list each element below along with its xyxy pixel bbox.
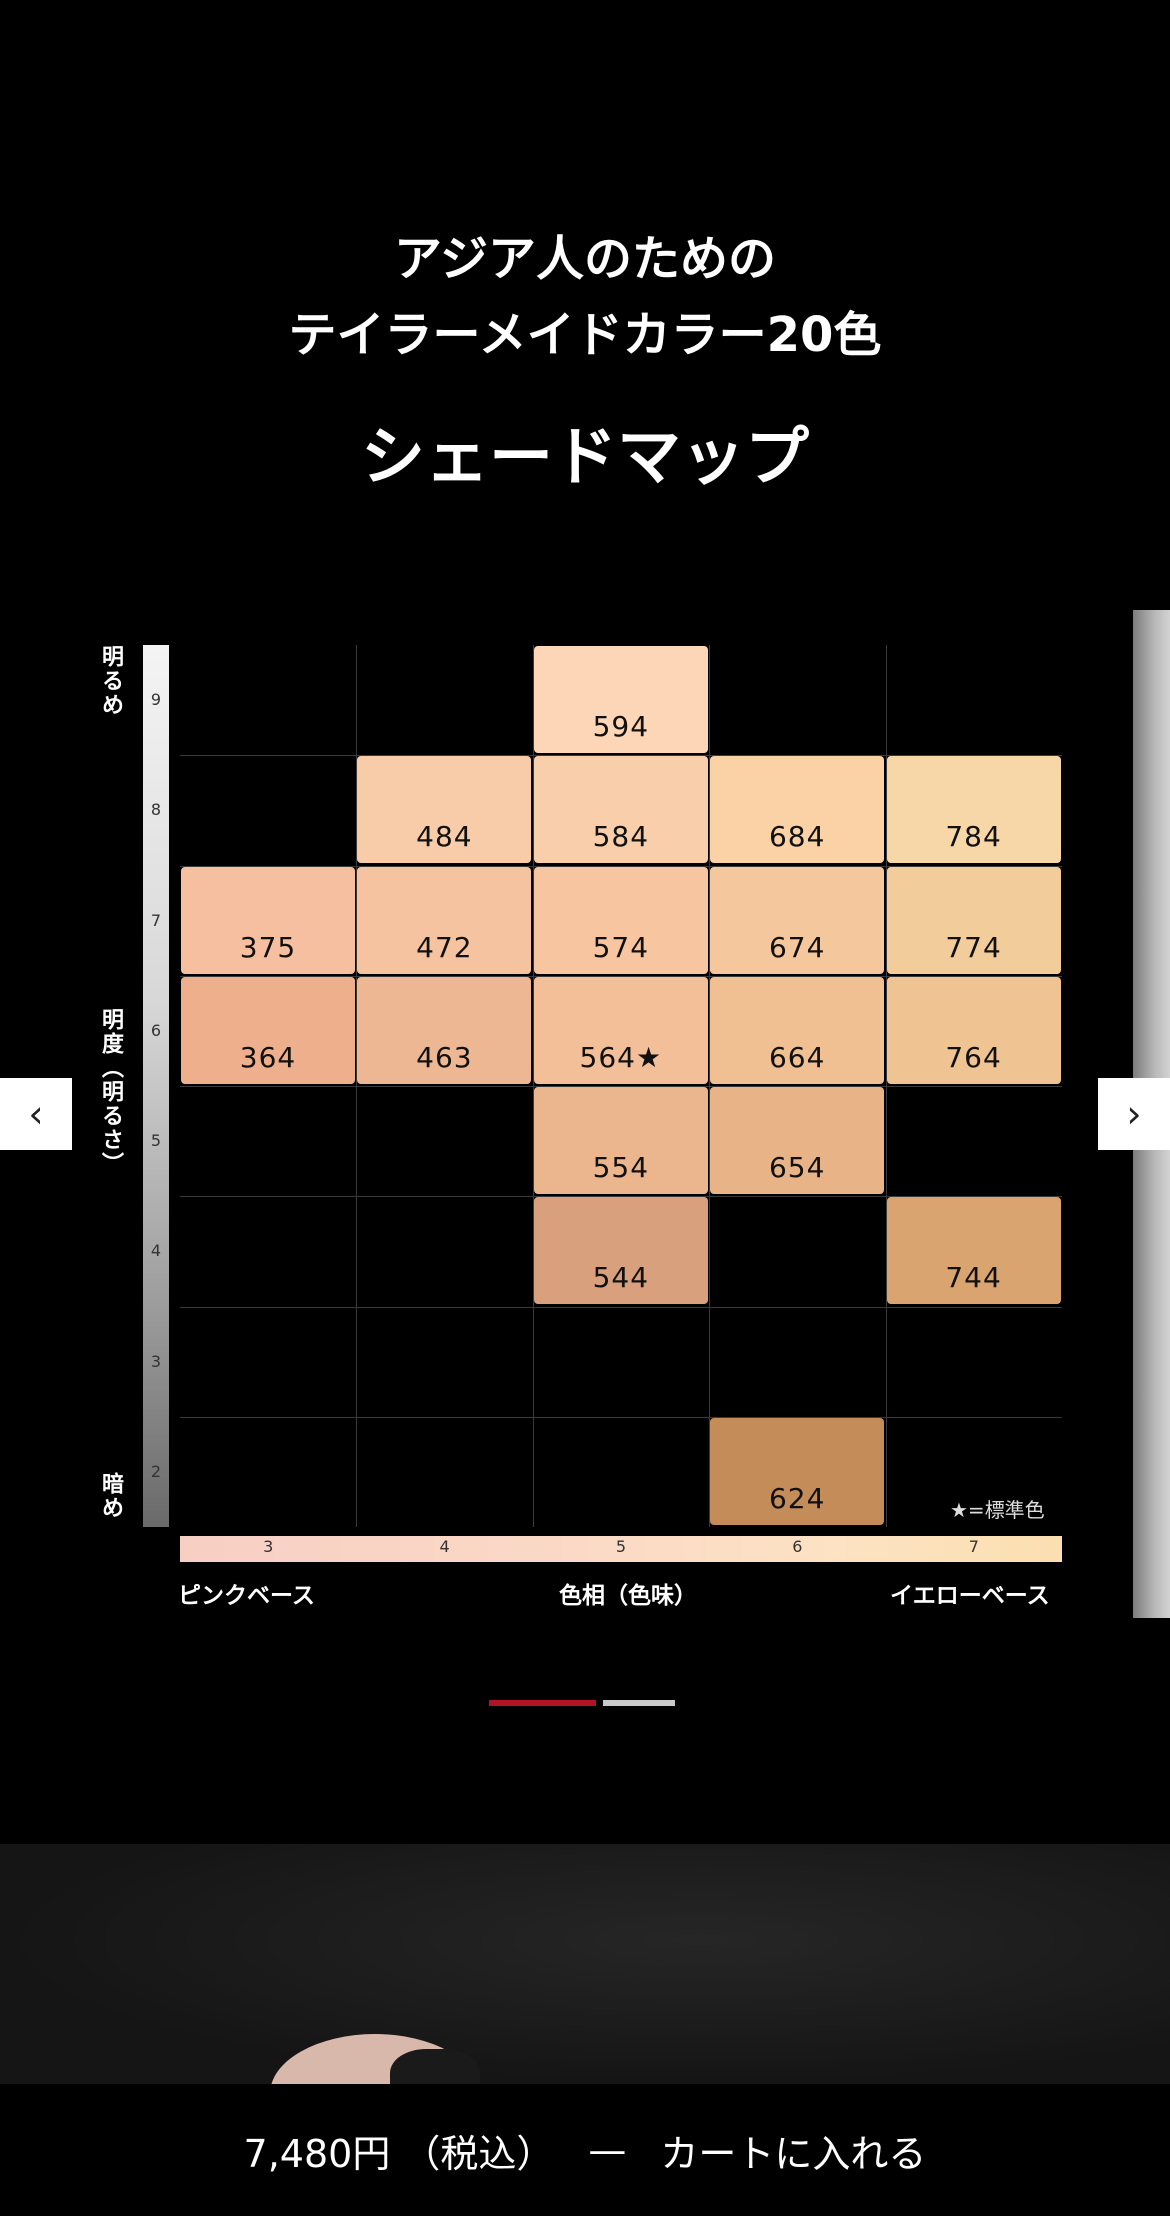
shade-code: 564★ <box>579 1040 663 1074</box>
shade-swatch-484: 484 <box>357 756 532 864</box>
shade-code: 364 <box>239 1040 297 1074</box>
carousel-prev-button[interactable]: ‹ <box>0 1078 72 1150</box>
shade-swatch-472: 472 <box>357 866 532 974</box>
grid-line-horizontal <box>180 1196 1062 1198</box>
shade-swatch-744: 744 <box>886 1197 1061 1305</box>
y-axis-label: 明度（明るさ） <box>98 1008 123 1176</box>
hue-number-label: 7 <box>968 1537 979 1556</box>
shade-swatch-554: 554 <box>533 1087 708 1194</box>
title-line-2: テイラーメイドカラー20色 <box>288 307 882 363</box>
shade-swatch-774: 774 <box>886 866 1061 974</box>
shade-swatch-375: 375 <box>181 866 355 974</box>
shade-code: 472 <box>416 930 473 964</box>
x-axis-label: 色相（色味） <box>559 1583 697 1609</box>
brightness-level-label: 9 <box>150 690 162 710</box>
brightness-level-label: 4 <box>150 1241 162 1261</box>
shade-swatch-564: 564★ <box>533 976 708 1084</box>
compact-case-image <box>390 2049 480 2084</box>
shade-swatch-654: 654 <box>710 1087 885 1194</box>
grid-line-vertical <box>709 645 711 1527</box>
shade-code: 463 <box>416 1040 473 1074</box>
shade-swatch-624: 624 <box>710 1417 885 1525</box>
shade-swatch-574: 574 <box>533 866 708 974</box>
shade-code: 624 <box>768 1481 826 1515</box>
shade-swatch-364: 364 <box>181 976 355 1084</box>
shade-swatch-674: 674 <box>710 866 885 974</box>
brightness-level-label: 6 <box>150 1020 162 1040</box>
shade-swatch-764: 764 <box>886 976 1061 1084</box>
hue-number-label: 3 <box>263 1537 274 1556</box>
shade-code: 674 <box>768 930 826 964</box>
shade-code: 375 <box>239 930 297 964</box>
grid-line-vertical <box>356 645 358 1527</box>
separator: — <box>588 2128 627 2172</box>
y-axis-top-label: 明るめ <box>98 645 123 717</box>
grid-line-horizontal <box>180 755 1062 757</box>
cart-bar: 7,480円 （税込） — カートに入れる <box>0 2084 1170 2216</box>
chevron-right-icon: › <box>1126 1092 1142 1136</box>
grid-line-vertical <box>885 645 887 1527</box>
grid-line-horizontal <box>180 1416 1062 1418</box>
grid-line-horizontal <box>180 1306 1062 1308</box>
shade-swatch-544: 544 <box>533 1197 708 1305</box>
grid-line-vertical <box>532 645 534 1527</box>
shade-code: 654 <box>768 1151 826 1184</box>
price-label: 7,480円 （税込） <box>243 2131 555 2176</box>
carousel-next-button[interactable]: › <box>1098 1078 1170 1150</box>
brightness-level-label: 3 <box>150 1351 162 1371</box>
shade-code: 774 <box>945 930 1002 964</box>
shade-code: 484 <box>416 820 473 854</box>
shade-swatch-664: 664 <box>710 976 885 1084</box>
shade-code: 544 <box>592 1261 650 1295</box>
shade-swatch-463: 463 <box>357 976 532 1084</box>
carousel-indicator-2[interactable] <box>603 1700 675 1706</box>
hue-number-label: 4 <box>439 1537 450 1556</box>
x-axis-right-label: イエローベース <box>890 1583 1050 1609</box>
add-to-cart-button[interactable]: カートに入れる <box>660 2131 927 2176</box>
brightness-level-label: 8 <box>150 800 162 820</box>
shade-swatch-684: 684 <box>710 756 885 864</box>
shade-code: 574 <box>592 930 650 964</box>
brightness-gradient-bar <box>143 645 169 1527</box>
shade-swatch-594: 594 <box>533 646 708 753</box>
shade-code: 784 <box>945 820 1002 854</box>
shade-code: 764 <box>945 1040 1002 1074</box>
hue-gradient-bar <box>180 1536 1062 1562</box>
product-video-preview <box>0 1844 1170 2084</box>
brightness-level-label: 7 <box>150 910 162 930</box>
section-heading: シェードマップ <box>361 421 809 495</box>
shade-code: 594 <box>592 710 650 743</box>
shade-code: 684 <box>768 820 826 854</box>
grid-line-horizontal <box>180 865 1062 867</box>
shade-swatch-584: 584 <box>533 756 708 864</box>
grid-line-horizontal <box>180 1086 1062 1087</box>
x-axis-left-label: ピンクベース <box>178 1583 315 1609</box>
carousel-indicator-1[interactable] <box>489 1700 596 1706</box>
shade-swatch-784: 784 <box>886 756 1061 864</box>
standard-shade-legend: ★=標準色 <box>950 1498 1045 1522</box>
y-axis-bottom-label: 暗め <box>98 1472 123 1520</box>
brightness-level-label: 2 <box>150 1461 162 1481</box>
title-line-1: アジア人のための <box>393 231 777 287</box>
chevron-left-icon: ‹ <box>28 1092 44 1136</box>
shade-code: 554 <box>592 1151 650 1184</box>
shade-code: 744 <box>945 1261 1002 1295</box>
shade-code: 584 <box>592 820 650 854</box>
grid-line-horizontal <box>180 975 1062 977</box>
hue-number-label: 5 <box>615 1537 627 1556</box>
brightness-level-label: 5 <box>150 1131 162 1151</box>
shade-code: 664 <box>768 1040 826 1074</box>
hue-number-label: 6 <box>792 1537 803 1556</box>
